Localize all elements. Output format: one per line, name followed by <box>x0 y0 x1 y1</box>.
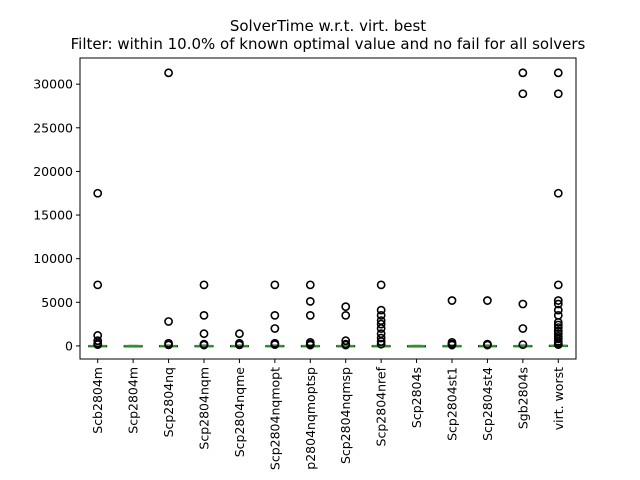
y-tick-label: 10000 <box>33 251 73 266</box>
flier-point <box>483 296 492 305</box>
flier-point <box>553 317 563 327</box>
x-tick-label: Scp2804nqm <box>197 367 212 450</box>
flier-point <box>553 89 563 99</box>
flier-point <box>553 310 563 320</box>
flier-point <box>164 317 173 326</box>
flier-point <box>518 68 528 78</box>
flier-point <box>518 340 528 350</box>
x-tick-label: p2804nqmoptsp <box>303 367 318 470</box>
x-tick-label: Scp2804nq <box>161 367 176 437</box>
x-tick-label: Scp2804nqmsp <box>338 367 353 464</box>
flier-point <box>553 305 563 315</box>
flier-point <box>93 188 103 198</box>
flier-point <box>270 280 280 290</box>
flier-point <box>447 296 457 305</box>
plot-frame <box>79 57 577 360</box>
flier-point <box>305 310 315 320</box>
flier-point <box>518 299 528 309</box>
x-tick-label: Scp2804m <box>126 367 141 434</box>
y-tick-label: 25000 <box>33 120 73 135</box>
chart-subtitle: Filter: within 10.0% of known optimal va… <box>71 35 586 53</box>
flier-point <box>553 188 563 198</box>
y-tick-label: 30000 <box>33 77 73 92</box>
flier-point <box>553 334 563 344</box>
flier-point <box>235 340 244 350</box>
flier-point <box>376 305 386 315</box>
flier-point <box>553 340 563 350</box>
flier-point <box>483 340 492 350</box>
flier-point <box>553 299 563 309</box>
y-tick-label: 15000 <box>33 208 73 223</box>
flier-point <box>305 280 315 290</box>
x-tick-label: virt. worst <box>551 367 566 430</box>
flier-point <box>199 329 209 339</box>
plot-area: 0 5000 10000 15000 20000 25000 30000 Scb2804m Sc… <box>33 57 577 470</box>
flier-point <box>199 340 209 350</box>
flier-point <box>235 329 244 339</box>
x-tick-label: Scb2804m <box>90 367 105 434</box>
x-tick-label: Sgb2804s <box>515 367 530 429</box>
flier-point <box>305 340 315 350</box>
flier-point <box>376 324 386 333</box>
flier-point <box>270 324 280 333</box>
flier-point <box>93 340 103 350</box>
flier-point <box>341 302 351 312</box>
flier-point <box>518 324 528 333</box>
flier-point <box>199 310 209 320</box>
flier-point <box>305 297 315 306</box>
flier-point <box>341 336 351 346</box>
flier-point <box>553 68 563 78</box>
y-tick-label: 5000 <box>41 295 73 310</box>
x-tick-label: Scp2804nref <box>374 366 389 446</box>
flier-point <box>376 310 386 320</box>
x-tick-label: Scp2804nqmopt <box>267 367 282 470</box>
x-tick-label: Scp2804st4 <box>480 367 495 441</box>
flier-point <box>164 340 173 350</box>
flier-point <box>93 336 103 346</box>
x-tick-label: Scp2804s <box>409 367 424 428</box>
flier-point <box>93 280 103 290</box>
flier-point <box>376 280 386 290</box>
flier-point <box>376 337 386 346</box>
flier-point <box>376 319 386 329</box>
flier-point <box>341 310 351 320</box>
flier-point <box>553 323 563 332</box>
x-tick-label: Scp2804st1 <box>445 367 460 441</box>
chart-title: SolverTime w.r.t. virt. best <box>230 17 426 35</box>
y-tick-label: 20000 <box>33 164 73 179</box>
flier-point <box>341 340 351 350</box>
y-tick-label: 0 <box>65 338 73 353</box>
flier-point <box>376 339 386 349</box>
flier-point <box>199 280 209 290</box>
flier-point <box>553 296 563 305</box>
flier-point <box>164 68 173 78</box>
flier-point <box>447 340 457 350</box>
flier-point <box>270 310 280 320</box>
flier-point <box>518 89 528 99</box>
x-tick-label: Scp2804nqme <box>232 367 247 458</box>
flier-point <box>553 320 563 330</box>
flier-point <box>270 340 280 350</box>
flier-point <box>553 280 563 290</box>
flier-point <box>376 333 386 343</box>
